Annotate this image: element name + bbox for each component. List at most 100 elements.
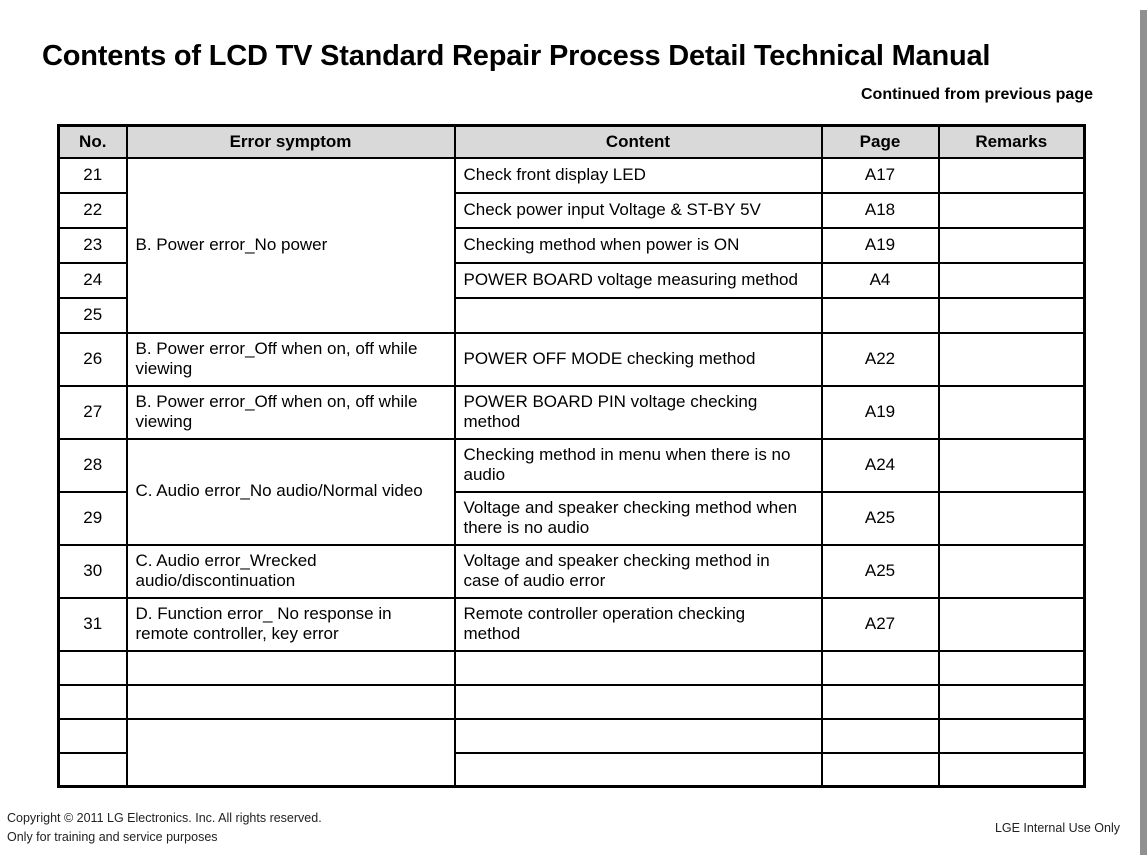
no-cell: 24	[57, 261, 128, 299]
table-header-remarks: Remarks	[937, 124, 1086, 159]
table-row: 23 Checking method when power is ON A19	[57, 226, 1086, 264]
table-header-row: No. Error symptom Content Page Remarks	[57, 124, 1086, 159]
symptom-cell: B. Power error_Off when on, off while vi…	[125, 384, 456, 440]
remarks-cell	[937, 717, 1086, 754]
remarks-cell	[937, 296, 1086, 334]
content-cell: Check front display LED	[453, 156, 823, 194]
footer-copyright: Copyright © 2011 LG Electronics. Inc. Al…	[7, 809, 322, 847]
footer-copyright-line2: Only for training and service purposes	[7, 829, 218, 844]
table-header-page: Page	[820, 124, 940, 159]
no-cell	[57, 717, 128, 754]
content-cell	[453, 751, 823, 788]
content-cell	[453, 683, 823, 720]
remarks-cell	[937, 490, 1086, 546]
no-cell	[57, 751, 128, 788]
content-cell	[453, 649, 823, 686]
table-row	[57, 683, 1086, 720]
table-row: 29 Voltage and speaker checking method w…	[57, 490, 1086, 546]
table-row: 26 B. Power error_Off when on, off while…	[57, 331, 1086, 387]
no-cell: 26	[57, 331, 128, 387]
page-cell: A22	[820, 331, 940, 387]
no-cell: 27	[57, 384, 128, 440]
no-cell	[57, 683, 128, 720]
page-cell: A25	[820, 543, 940, 599]
symptom-cell: B. Power error_No power	[125, 156, 456, 334]
table-row: 27 B. Power error_Off when on, off while…	[57, 384, 1086, 440]
table-header-symptom: Error symptom	[125, 124, 456, 159]
remarks-cell	[937, 156, 1086, 194]
content-cell: Remote controller operation checking met…	[453, 596, 823, 652]
remarks-cell	[937, 226, 1086, 264]
content-cell: Voltage and speaker checking method when…	[453, 490, 823, 546]
symptom-cell	[125, 683, 456, 720]
table-row	[57, 649, 1086, 686]
remarks-cell	[937, 261, 1086, 299]
table-header-no: No.	[57, 124, 128, 159]
symptom-cell: C. Audio error_Wrecked audio/discontinua…	[125, 543, 456, 599]
no-cell: 22	[57, 191, 128, 229]
footer-copyright-line1: Copyright © 2011 LG Electronics. Inc. Al…	[7, 811, 322, 825]
footer-internal-use: LGE Internal Use Only	[994, 821, 1120, 835]
no-cell: 21	[57, 156, 128, 194]
remarks-cell	[937, 751, 1086, 788]
page-cell: A18	[820, 191, 940, 229]
no-cell: 31	[57, 596, 128, 652]
page-cell	[820, 683, 940, 720]
page-cell	[820, 296, 940, 334]
contents-table-wrapper: No. Error symptom Content Page Remarks 2…	[57, 124, 1086, 788]
contents-table: No. Error symptom Content Page Remarks 2…	[57, 124, 1086, 788]
page-cell: A19	[820, 226, 940, 264]
symptom-cell	[125, 649, 456, 686]
remarks-cell	[937, 437, 1086, 493]
content-cell: POWER OFF MODE checking method	[453, 331, 823, 387]
page-cell	[820, 751, 940, 788]
no-cell: 23	[57, 226, 128, 264]
page-cell: A24	[820, 437, 940, 493]
symptom-cell: B. Power error_Off when on, off while vi…	[125, 331, 456, 387]
symptom-cell: D. Function error_ No response in remote…	[125, 596, 456, 652]
table-header-content: Content	[453, 124, 823, 159]
page-cell	[820, 649, 940, 686]
remarks-cell	[937, 384, 1086, 440]
content-cell: Voltage and speaker checking method in c…	[453, 543, 823, 599]
no-cell	[57, 649, 128, 686]
no-cell: 28	[57, 437, 128, 493]
content-cell	[453, 717, 823, 754]
content-cell: Checking method when power is ON	[453, 226, 823, 264]
page-cell: A27	[820, 596, 940, 652]
remarks-cell	[937, 683, 1086, 720]
remarks-cell	[937, 649, 1086, 686]
remarks-cell	[937, 331, 1086, 387]
page-cell	[820, 717, 940, 754]
content-cell: Check power input Voltage & ST-BY 5V	[453, 191, 823, 229]
table-row: 30 C. Audio error_Wrecked audio/disconti…	[57, 543, 1086, 599]
content-cell	[453, 296, 823, 334]
table-row: 28 C. Audio error_No audio/Normal video …	[57, 437, 1086, 546]
table-row: 25	[57, 296, 1086, 334]
table-row: 21 B. Power error_No power Check front d…	[57, 156, 1086, 334]
page-cell: A19	[820, 384, 940, 440]
no-cell: 25	[57, 296, 128, 334]
table-row	[57, 717, 1086, 788]
no-cell: 29	[57, 490, 128, 546]
table-row	[57, 751, 1086, 788]
remarks-cell	[937, 596, 1086, 652]
symptom-cell	[125, 717, 456, 788]
remarks-cell	[937, 191, 1086, 229]
page-title: Contents of LCD TV Standard Repair Proce…	[42, 40, 991, 72]
page-edge-band	[1140, 10, 1147, 855]
page-cell: A17	[820, 156, 940, 194]
content-cell: POWER BOARD voltage measuring method	[453, 261, 823, 299]
continued-note: Continued from previous page	[860, 86, 1093, 103]
table-row: 24 POWER BOARD voltage measuring method …	[57, 261, 1086, 299]
page-cell: A4	[820, 261, 940, 299]
no-cell: 30	[57, 543, 128, 599]
table-row: 22 Check power input Voltage & ST-BY 5V …	[57, 191, 1086, 229]
table-row: 31 D. Function error_ No response in rem…	[57, 596, 1086, 652]
content-cell: POWER BOARD PIN voltage checking method	[453, 384, 823, 440]
remarks-cell	[937, 543, 1086, 599]
symptom-cell: C. Audio error_No audio/Normal video	[125, 437, 456, 546]
page-cell: A25	[820, 490, 940, 546]
content-cell: Checking method in menu when there is no…	[453, 437, 823, 493]
